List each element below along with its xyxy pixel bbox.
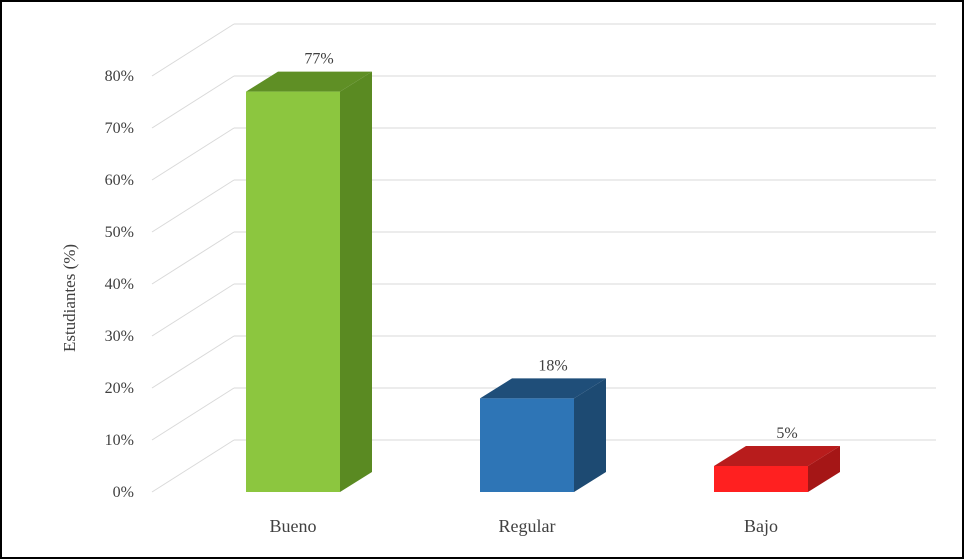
bar-front-face (246, 91, 340, 492)
side-gridline (151, 387, 235, 441)
data-label: 77% (304, 51, 333, 68)
side-gridline (151, 231, 235, 285)
data-label: 5% (776, 425, 797, 442)
y-axis-label: Estudiantes (%) (60, 244, 79, 352)
side-wall-gridlines (151, 23, 235, 493)
y-tick-label: 0% (113, 484, 134, 501)
side-gridline (151, 23, 235, 77)
y-tick-label: 70% (105, 120, 134, 137)
x-category-label: Bueno (270, 516, 317, 536)
bars (246, 71, 840, 492)
bar-top-face (714, 446, 840, 466)
side-gridline (151, 335, 235, 389)
bar-side-face (340, 71, 372, 492)
y-tick-label: 60% (105, 172, 134, 189)
x-category-label: Regular (499, 516, 556, 536)
bar-top-face (480, 378, 606, 399)
bar-top-face (246, 71, 372, 92)
y-tick-label: 10% (105, 432, 134, 449)
bar-regular (480, 378, 606, 492)
y-tick-label: 30% (105, 328, 134, 345)
bar-bajo (714, 446, 840, 492)
y-tick-label: 20% (105, 380, 134, 397)
side-gridline (151, 439, 235, 493)
y-tick-label: 50% (105, 224, 134, 241)
bar-bueno (246, 71, 372, 492)
y-tick-label: 80% (105, 68, 134, 85)
bar-front-face (480, 398, 574, 492)
side-gridline (151, 283, 235, 337)
side-gridline (151, 75, 235, 129)
bar-side-face (574, 378, 606, 492)
data-labels: 77% 18% 5% (304, 51, 797, 442)
side-gridline (151, 127, 235, 181)
bar-front-face (714, 466, 808, 492)
data-label: 18% (538, 357, 567, 374)
x-category-label: Bajo (744, 516, 778, 536)
y-tick-label: 40% (105, 276, 134, 293)
x-axis-categories: Bueno Regular Bajo (270, 516, 779, 536)
side-gridline (151, 179, 235, 233)
bar-side-face (808, 446, 840, 492)
y-axis-ticks: 0% 10% 20% 30% 40% 50% 60% 70% 80% (105, 68, 134, 501)
